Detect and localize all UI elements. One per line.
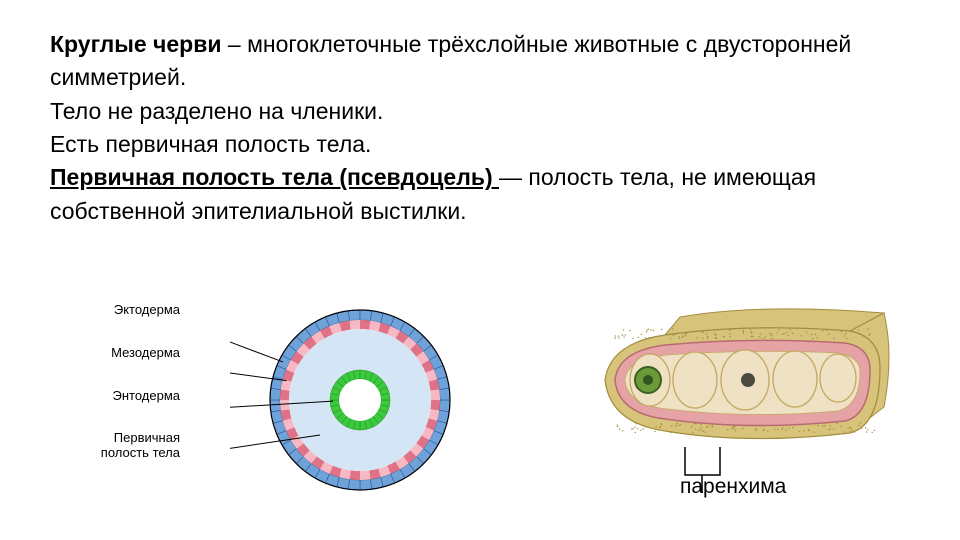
definition-text: Круглые черви – многоклеточные трёхслойн… (50, 28, 920, 228)
line3: Есть первичная полость тела. (50, 131, 371, 157)
label-endoderm: Энтодерма (80, 388, 180, 403)
line2: Тело не разделено на членики. (50, 98, 383, 124)
def-bold: Первичная полость тела (псевдоцель) (50, 164, 499, 190)
label-cavity: Первичная полость тела (80, 430, 180, 460)
diagram-area: Эктодерма Мезодерма Энтодерма Первичная … (0, 280, 960, 540)
cross-section-svg (230, 295, 470, 515)
parenchyma-label: паренхима (680, 475, 786, 499)
label-ectoderm: Эктодерма (80, 302, 180, 317)
title-bold: Круглые черви (50, 31, 222, 57)
label-mesoderm: Мезодерма (80, 345, 180, 360)
